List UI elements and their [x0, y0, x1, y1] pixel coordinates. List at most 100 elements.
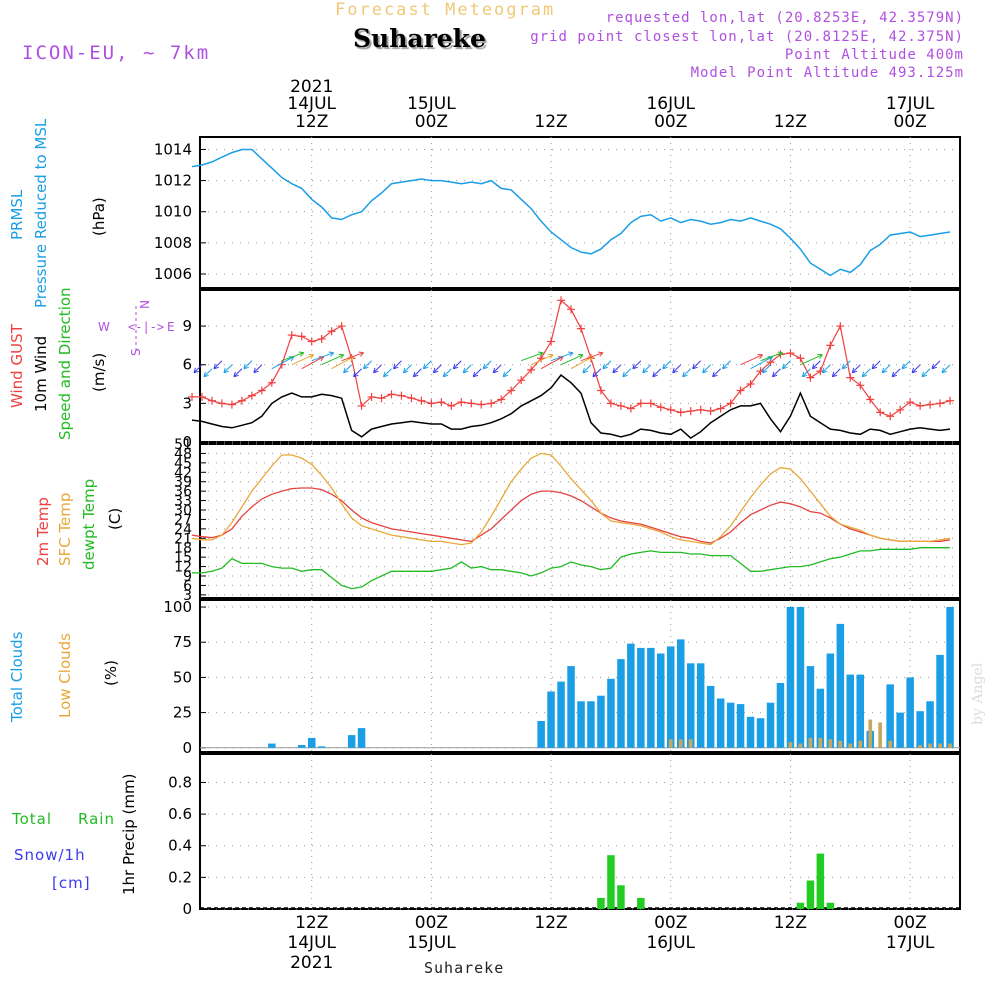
wind-arrowhead [538, 351, 544, 357]
low-cloud-bar [868, 719, 873, 748]
wind-arrowhead [781, 363, 788, 370]
wind-arrow [373, 364, 382, 374]
wind-arrow [253, 364, 263, 374]
wind-arrowhead [757, 353, 763, 360]
low-cloud-bar [798, 743, 803, 748]
gust-marker [806, 373, 815, 382]
wind-arrowhead [358, 351, 365, 357]
gust-marker [826, 341, 835, 350]
wind-arrowhead [881, 367, 888, 374]
y-tick-label: 0 [182, 433, 192, 451]
gust-marker [357, 401, 366, 410]
gust-marker [547, 337, 556, 346]
panel-frame [199, 599, 961, 753]
y-tick-label: 25 [173, 704, 192, 722]
wind-arrow [672, 364, 682, 374]
low-cloud-bar [848, 743, 853, 748]
wind-arrow [831, 368, 841, 378]
time-label-top: 00Z [893, 112, 926, 132]
total-cloud-bar [776, 683, 785, 748]
gust-marker [247, 391, 256, 400]
wind-arrow [712, 368, 721, 378]
total-cloud-bar [836, 623, 845, 748]
wind-arrow [291, 354, 314, 366]
wind-arrow [492, 364, 502, 374]
y-tick-label: 9 [183, 569, 192, 585]
wind-arrowhead [851, 367, 858, 374]
total-cloud-bar [268, 743, 276, 748]
gust-marker [746, 380, 755, 389]
wind-arrow [580, 352, 604, 362]
wind-arrow [343, 364, 352, 374]
wind-arrowhead [831, 371, 838, 378]
total-cloud-bar [607, 678, 615, 748]
wind-arrowhead [502, 371, 509, 378]
wind-arrow [800, 354, 823, 366]
rain-bar [826, 902, 835, 909]
gust-marker [188, 392, 197, 401]
gust-marker [397, 391, 406, 400]
gust-marker [497, 395, 506, 404]
wind-arrowhead [582, 367, 588, 374]
wind-arrowhead [223, 367, 229, 374]
pressure-line [191, 148, 951, 277]
total-cloud-bar [816, 688, 825, 748]
gust-marker [567, 305, 576, 314]
wind-arrowhead [722, 363, 728, 370]
compass-south: S [129, 348, 143, 356]
wind-arrow [772, 368, 781, 378]
wind-arrow [353, 368, 362, 378]
wind-arrow [423, 360, 432, 370]
gust-marker [377, 394, 386, 403]
total-cloud-bar [357, 728, 366, 748]
total-cloud-bar [786, 607, 795, 748]
wind-arrowhead [353, 371, 359, 378]
low-cloud-bar [808, 737, 813, 748]
wind-arrow [821, 364, 831, 374]
gust-marker [736, 386, 745, 395]
total-cloud-bar [936, 654, 944, 748]
wind-arrow [363, 360, 372, 370]
gust-marker [706, 407, 715, 416]
time-label-year: 2021 [290, 77, 333, 97]
low-cloud-bar [858, 740, 863, 748]
gust-marker [427, 399, 436, 408]
time-label-bottom: 00Z [415, 913, 448, 933]
total-cloud-bar [308, 737, 316, 748]
total-cloud-bar [756, 718, 765, 748]
wind-arrowhead [592, 371, 598, 378]
gust-marker [227, 400, 236, 409]
y-tick-label: 33 [174, 494, 192, 510]
wind-arrowhead [777, 351, 783, 357]
total-cloud-bar [716, 698, 725, 748]
gust-marker [836, 322, 845, 331]
wind-arrow [702, 364, 712, 374]
wind-arrowhead [548, 353, 554, 360]
wind-arrowhead [771, 371, 778, 378]
page-title: Suhareke [353, 24, 486, 53]
total-cloud-bar [726, 702, 735, 748]
gust-marker [886, 412, 895, 421]
total-cloud-bar [826, 653, 835, 748]
gust-marker [467, 399, 476, 408]
wind-arrow [662, 360, 672, 370]
gust-marker [676, 408, 685, 417]
wind-arrow [271, 356, 295, 370]
total-cloud-bar [916, 711, 924, 748]
time-label-bottom: 15JUL [407, 933, 456, 953]
gust-marker [327, 327, 336, 336]
wind-arrow [941, 364, 951, 374]
y-tick-label: 42 [174, 465, 192, 481]
wind-arrow [383, 368, 392, 378]
total-cloud-bar [597, 695, 605, 748]
gust-marker [856, 381, 865, 390]
y-tick-label: 0.6 [168, 805, 192, 823]
gust-marker [716, 404, 725, 413]
gust-marker [287, 331, 296, 340]
subtitle: Forecast Meteogram [335, 0, 556, 20]
wind-arrow [570, 356, 594, 370]
gust-marker [297, 332, 306, 341]
wind-arrowhead [482, 363, 489, 370]
gust-marker [896, 405, 905, 414]
